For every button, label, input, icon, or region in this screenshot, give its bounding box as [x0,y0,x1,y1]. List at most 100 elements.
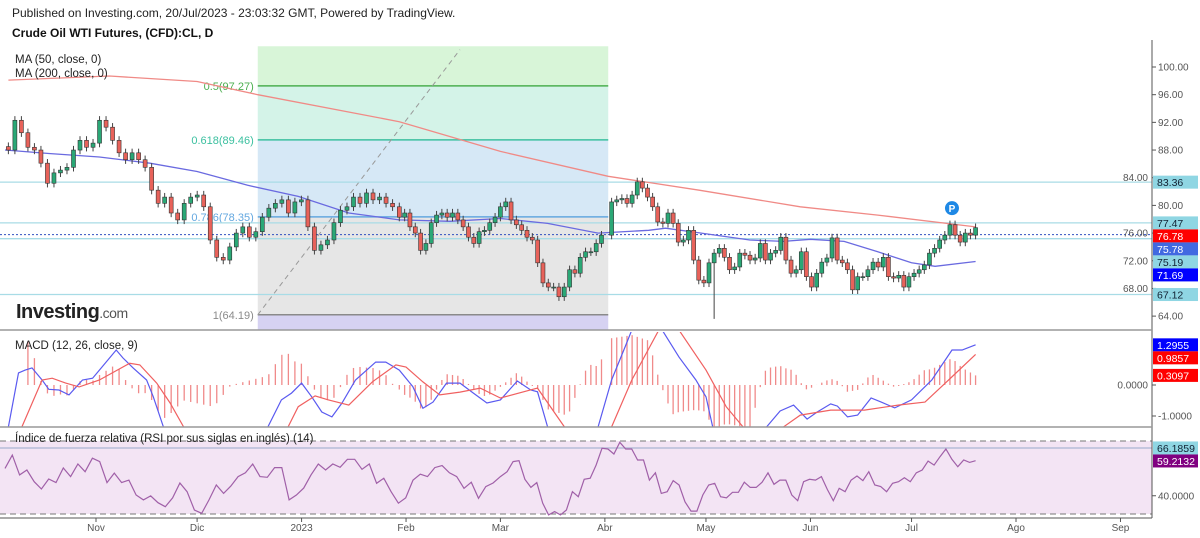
candle-up [609,201,614,236]
price-tick-label: 68.00 [1123,284,1148,295]
candle-down [396,206,402,218]
candle-up [870,261,876,271]
candle-down [6,146,11,151]
price-value-label-bg [1153,255,1198,269]
candle-down [418,232,423,251]
candle-down [783,236,789,261]
candle-down [84,140,89,148]
candle-up [773,250,778,254]
candle-up [181,203,187,221]
candle-down [675,223,681,243]
candle-down [530,236,535,241]
candle-up [932,248,937,254]
macd-tick-label: -1.0000 [1158,412,1192,423]
candle-up [292,201,298,214]
candle-down [357,196,363,204]
candle-up [599,234,604,244]
macd-tick-label: 0.0000 [1117,381,1148,392]
candle-up [686,230,691,241]
candle-up [629,194,635,204]
candle-down [312,226,317,251]
time-tick-label: Nov [87,523,105,534]
candle-up [240,226,246,234]
price-value-label: 83.36 [1157,177,1183,189]
candle-up [916,269,922,274]
candle-up [273,203,278,209]
candle-up [351,196,356,208]
candle-down [624,198,630,204]
time-tick-label: Dic [190,523,204,534]
candle-up [423,243,429,251]
candle-up [577,256,583,274]
candle-down [175,212,180,221]
candle-up [12,119,18,151]
candle-up [162,196,167,204]
macd-value-label: 0.9857 [1157,353,1189,365]
candle-up [428,222,434,244]
candle-up [829,237,835,259]
rsi-value-label: 66.1859 [1157,443,1195,455]
candle-up [752,257,758,261]
candle-down [45,162,50,184]
candle-down [640,181,645,189]
price-tick-label: 96.00 [1158,90,1183,101]
candle-down [696,259,702,281]
p-marker[interactable] [944,201,959,216]
rsi-value-label: 59.2132 [1157,456,1195,468]
candle-up [492,216,498,224]
price-tick-label: 100.00 [1158,63,1189,74]
candle-up [318,244,324,251]
candle-up [896,274,901,279]
candle-up [973,227,978,236]
candle-up [377,196,382,201]
candle-up [732,266,737,271]
candle-up [266,207,272,218]
rsi-tick-label: 40.0000 [1158,491,1195,502]
candle-down [514,219,519,226]
candle-up [482,230,487,232]
candle-down [136,152,141,161]
p-marker-label: P [949,204,956,215]
candle-up [922,264,927,271]
rsi-title: Índice de fuerza relativa (RSI por sus s… [15,432,314,445]
candle-up [194,194,200,198]
candle-down [727,256,732,271]
price-value-label: 67.12 [1157,290,1183,302]
macd-value-label-bg [1153,338,1198,352]
candle-up [937,239,942,249]
macd-title: MACD (12, 26, close, 9) [15,340,138,352]
candle-up [927,252,932,266]
candle-down [952,224,958,236]
candle-down [32,146,37,151]
moving-averages [4,75,976,267]
candle-up [299,199,304,203]
candle-up [911,272,917,277]
candle-down [742,252,748,256]
candle-down [407,212,413,228]
candle-up [619,198,625,201]
candle-up [503,201,509,208]
candle-down [471,236,477,244]
candle-down [19,119,24,134]
time-tick-label: Jul [905,523,918,534]
candle-down [38,149,44,164]
price-value-label-bg [1153,175,1198,189]
price-tick-label: 88.00 [1158,146,1183,157]
axes: 100.00 96.00 92.00 88.00 84.00 80.00 76.00 72.0… [0,40,1195,534]
candle-down [412,226,418,234]
candle-up [561,286,567,298]
candle-down [370,192,376,201]
candle-up [97,119,102,144]
candle-up [583,251,588,258]
candle-down [660,221,666,224]
candle-down [247,226,252,238]
candle-up [253,231,259,238]
candle-down [155,189,161,204]
candle-down [383,196,389,204]
fibonacci-retracement[interactable]: 0.5(97.27) 0.618(89.46) 0.786(78.35) 1(64.1… [191,46,609,330]
candle-down [540,262,546,284]
candle-up [716,248,722,254]
published-note: Published on Investing.com, 20/Jul/2023 … [12,6,455,20]
